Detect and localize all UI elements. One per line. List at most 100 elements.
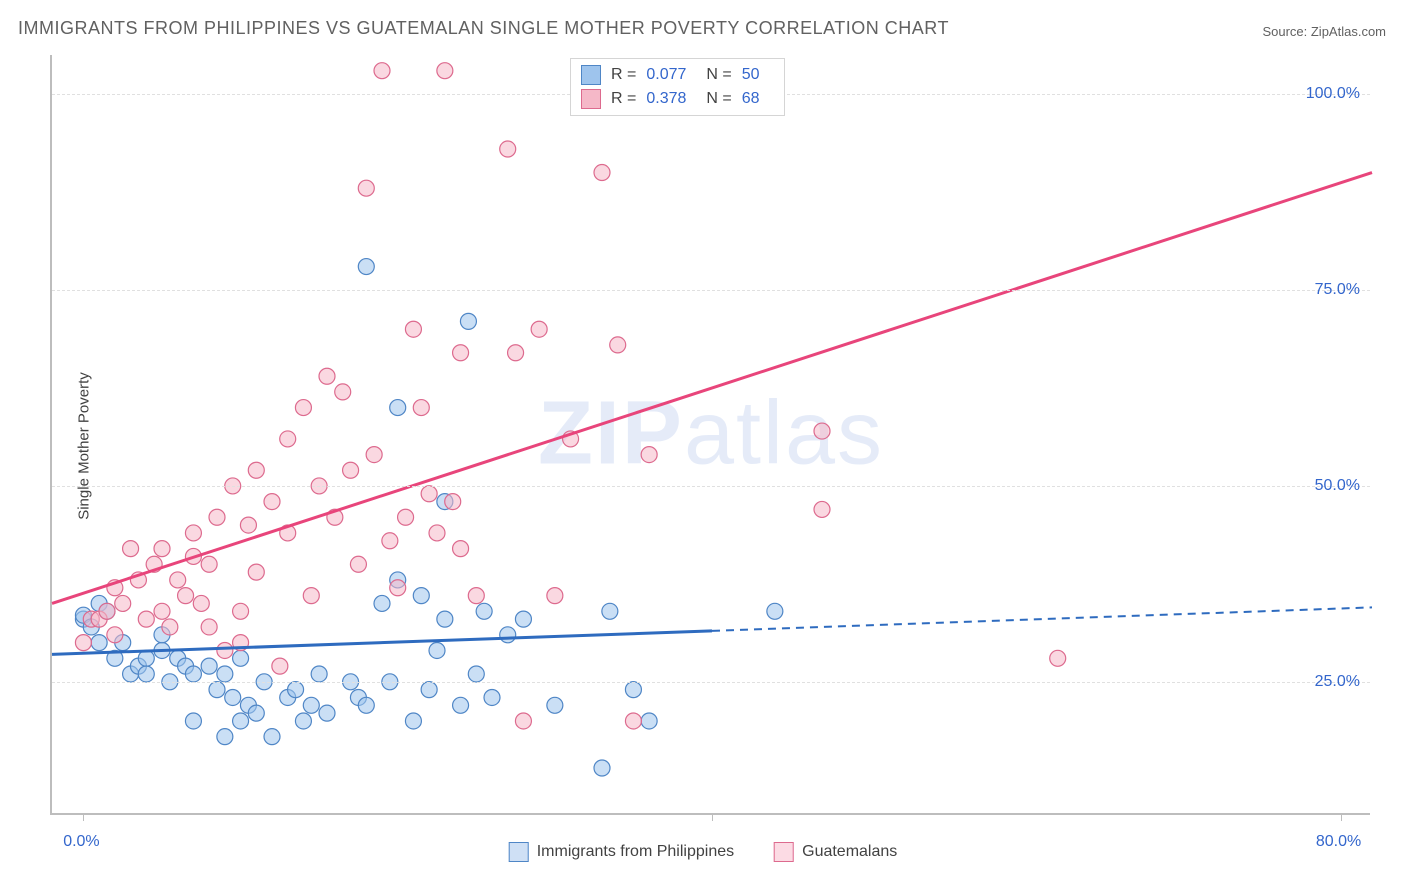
scatter-point — [75, 635, 91, 651]
scatter-point — [468, 588, 484, 604]
scatter-point — [319, 705, 335, 721]
trend-line-solid — [52, 173, 1372, 604]
n-value: 50 — [742, 63, 760, 87]
scatter-point — [154, 603, 170, 619]
scatter-point — [217, 729, 233, 745]
scatter-point — [233, 713, 249, 729]
scatter-point — [429, 642, 445, 658]
scatter-point — [421, 682, 437, 698]
correlation-legend: R =0.077N =50R =0.378N =68 — [570, 58, 785, 116]
corr-legend-row: R =0.077N =50 — [581, 63, 774, 87]
scatter-point — [1050, 650, 1066, 666]
scatter-point — [358, 697, 374, 713]
scatter-point — [625, 682, 641, 698]
gridline — [52, 290, 1370, 291]
scatter-point — [201, 556, 217, 572]
scatter-point — [358, 180, 374, 196]
scatter-point — [209, 509, 225, 525]
scatter-point — [814, 501, 830, 517]
legend-swatch — [509, 842, 529, 862]
r-value: 0.077 — [646, 63, 686, 87]
legend-item: Guatemalans — [774, 842, 897, 862]
scatter-point — [233, 650, 249, 666]
scatter-point — [240, 517, 256, 533]
n-label: N = — [706, 87, 731, 111]
scatter-point — [343, 462, 359, 478]
chart-svg — [52, 55, 1370, 813]
scatter-point — [209, 682, 225, 698]
gridline — [52, 682, 1370, 683]
scatter-point — [374, 595, 390, 611]
scatter-point — [390, 580, 406, 596]
scatter-point — [382, 533, 398, 549]
scatter-point — [460, 313, 476, 329]
scatter-point — [162, 619, 178, 635]
scatter-point — [767, 603, 783, 619]
scatter-point — [217, 666, 233, 682]
x-tick-mark — [1341, 813, 1342, 821]
x-tick-mark — [83, 813, 84, 821]
scatter-point — [170, 572, 186, 588]
scatter-point — [185, 525, 201, 541]
scatter-point — [515, 611, 531, 627]
y-tick-label: 100.0% — [1306, 85, 1360, 103]
scatter-point — [358, 259, 374, 275]
scatter-point — [547, 697, 563, 713]
x-tick-mark — [712, 813, 713, 821]
scatter-point — [225, 689, 241, 705]
scatter-point — [288, 682, 304, 698]
scatter-point — [201, 658, 217, 674]
scatter-point — [641, 447, 657, 463]
y-tick-label: 50.0% — [1315, 477, 1360, 495]
scatter-point — [264, 494, 280, 510]
scatter-point — [405, 713, 421, 729]
plot-area: ZIPatlas 25.0%50.0%75.0%100.0% — [50, 55, 1370, 815]
scatter-point — [99, 603, 115, 619]
scatter-point — [413, 588, 429, 604]
r-label: R = — [611, 87, 636, 111]
r-value: 0.378 — [646, 87, 686, 111]
scatter-point — [421, 486, 437, 502]
scatter-point — [280, 431, 296, 447]
y-tick-label: 25.0% — [1315, 673, 1360, 691]
scatter-point — [335, 384, 351, 400]
scatter-point — [264, 729, 280, 745]
corr-legend-row: R =0.378N =68 — [581, 87, 774, 111]
scatter-point — [453, 697, 469, 713]
scatter-point — [374, 63, 390, 79]
scatter-point — [295, 713, 311, 729]
legend-swatch — [774, 842, 794, 862]
trend-line-solid — [52, 631, 712, 655]
scatter-point — [217, 642, 233, 658]
x-tick-label: 80.0% — [1316, 833, 1361, 851]
scatter-point — [398, 509, 414, 525]
scatter-point — [248, 564, 264, 580]
scatter-point — [303, 588, 319, 604]
scatter-point — [515, 713, 531, 729]
y-tick-label: 75.0% — [1315, 281, 1360, 299]
scatter-point — [500, 627, 516, 643]
scatter-point — [594, 760, 610, 776]
chart-title: IMMIGRANTS FROM PHILIPPINES VS GUATEMALA… — [18, 18, 949, 39]
series-legend: Immigrants from Philippines Guatemalans — [509, 842, 898, 862]
scatter-point — [248, 462, 264, 478]
legend-label: Immigrants from Philippines — [537, 843, 734, 860]
scatter-point — [594, 165, 610, 181]
scatter-point — [115, 595, 131, 611]
scatter-point — [350, 556, 366, 572]
scatter-point — [138, 666, 154, 682]
r-label: R = — [611, 63, 636, 87]
scatter-point — [185, 713, 201, 729]
legend-swatch — [581, 89, 601, 109]
scatter-point — [476, 603, 492, 619]
scatter-point — [248, 705, 264, 721]
scatter-point — [625, 713, 641, 729]
legend-label: Guatemalans — [802, 843, 897, 860]
scatter-point — [123, 541, 139, 557]
scatter-point — [437, 611, 453, 627]
scatter-point — [193, 595, 209, 611]
legend-swatch — [581, 65, 601, 85]
scatter-point — [107, 627, 123, 643]
scatter-point — [319, 368, 335, 384]
scatter-point — [311, 666, 327, 682]
